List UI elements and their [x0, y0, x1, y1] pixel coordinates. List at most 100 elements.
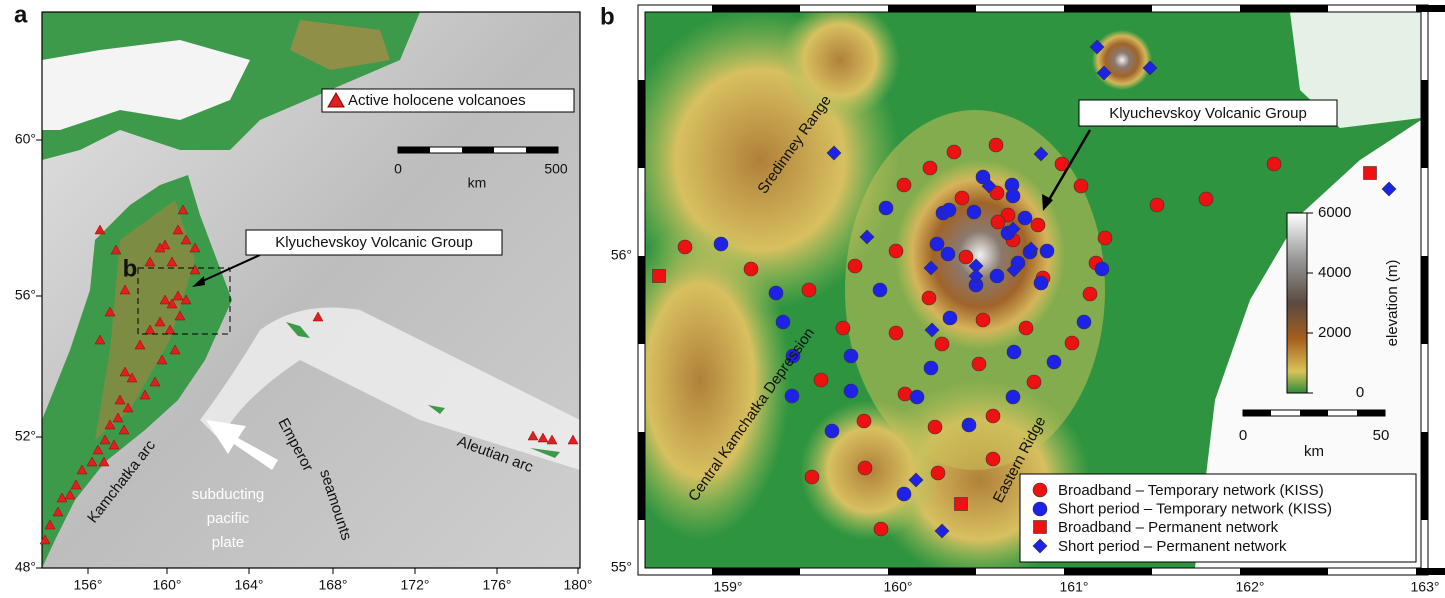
legend-b	[1019, 473, 1417, 563]
arrow	[1044, 129, 1092, 206]
station	[1032, 501, 1048, 517]
label-box	[1078, 99, 1338, 127]
legend-text: Short period – Temporary network (KISS)	[1058, 501, 1332, 518]
station	[908, 472, 924, 488]
volcano	[567, 434, 579, 445]
volcano	[44, 519, 56, 530]
station	[1006, 344, 1022, 360]
station	[873, 521, 889, 537]
station	[923, 260, 939, 276]
inset-box	[137, 267, 231, 335]
volcano	[118, 424, 130, 435]
volcano	[114, 394, 126, 405]
frame-segment	[712, 5, 800, 12]
station	[878, 200, 894, 216]
arrow-head	[1042, 194, 1053, 211]
y-tick-label: 56°	[15, 287, 36, 303]
frame-segment	[638, 432, 645, 520]
volcano	[64, 489, 76, 500]
station	[942, 310, 958, 326]
station	[981, 178, 997, 194]
volcano	[144, 256, 156, 267]
station	[946, 144, 962, 160]
panel-label: b	[600, 3, 615, 30]
volcano	[56, 492, 68, 503]
scale-unit: km	[1304, 443, 1324, 460]
volcano	[312, 311, 324, 322]
volcano	[112, 412, 124, 423]
volcano	[172, 290, 184, 301]
station	[1094, 261, 1110, 277]
station	[941, 202, 957, 218]
volcano	[86, 456, 98, 467]
volcano	[159, 239, 171, 250]
volcano	[104, 419, 116, 430]
x-tick-label: 162°	[1236, 579, 1265, 595]
station	[1017, 210, 1033, 226]
volcano	[52, 506, 64, 517]
legend-text: Broadband – Temporary network (KISS)	[1058, 482, 1324, 499]
frame-segment	[1240, 568, 1328, 575]
station	[888, 325, 904, 341]
station	[1023, 241, 1039, 257]
volcano	[546, 434, 558, 445]
station	[1033, 275, 1049, 291]
station	[713, 236, 729, 252]
station	[921, 290, 937, 306]
station	[954, 497, 968, 511]
colorbar-label: 0	[1356, 384, 1364, 401]
station	[1097, 230, 1113, 246]
station	[975, 312, 991, 328]
plate-label: subducting	[192, 486, 265, 503]
volcano	[94, 334, 106, 345]
station	[1076, 314, 1092, 330]
station	[1381, 181, 1397, 197]
station	[1039, 243, 1055, 259]
station	[1018, 320, 1034, 336]
inset-label: b	[123, 255, 138, 282]
scale-bar-b	[1242, 409, 1386, 417]
x-tick-label: 160°	[884, 579, 913, 595]
volcano	[166, 256, 178, 267]
arrow-head	[192, 276, 205, 287]
station	[990, 214, 1006, 230]
station	[988, 137, 1004, 153]
x-tick-label: 156°	[74, 577, 103, 593]
station	[785, 348, 801, 364]
station	[1198, 191, 1214, 207]
station	[1006, 262, 1022, 278]
plate-arrow	[206, 420, 278, 470]
station	[1005, 389, 1021, 405]
station	[985, 451, 1001, 467]
station	[934, 336, 950, 352]
station	[804, 469, 820, 485]
station	[1032, 482, 1048, 498]
station	[896, 486, 912, 502]
station	[924, 322, 940, 338]
panel-label: a	[14, 1, 28, 28]
frame-segment	[638, 256, 645, 344]
frame-a	[41, 11, 581, 569]
station	[961, 417, 977, 433]
x-tick-label: 164°	[235, 577, 264, 593]
volcano	[527, 430, 539, 441]
station	[857, 460, 873, 476]
station	[859, 229, 875, 245]
volcano	[122, 402, 134, 413]
station	[856, 413, 872, 429]
station	[847, 258, 863, 274]
x-tick-label: 161°	[1060, 579, 1089, 595]
volcano	[180, 234, 192, 245]
volcano	[149, 376, 161, 387]
frame-segment	[712, 568, 800, 575]
volcano	[189, 264, 201, 275]
y-tick-label: 56°	[611, 247, 632, 263]
volcano	[126, 372, 138, 383]
legend-entries: Broadband – Temporary network (KISS) Shor…	[1032, 482, 1332, 555]
station	[835, 320, 851, 336]
station	[929, 236, 945, 252]
station	[824, 423, 840, 439]
label-box	[245, 229, 503, 256]
station	[1082, 286, 1098, 302]
